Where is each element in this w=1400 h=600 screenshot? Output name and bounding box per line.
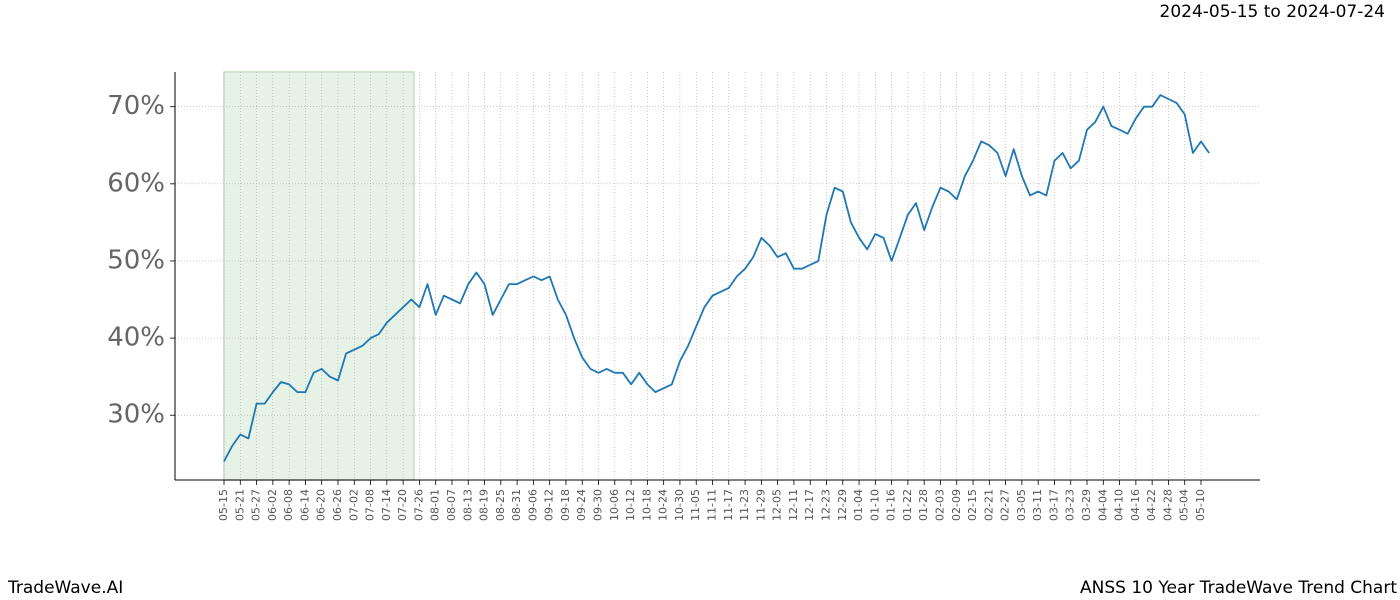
x-tick-label: 12-17	[803, 489, 816, 521]
x-tick-label: 01-28	[917, 489, 930, 521]
x-tick-label: 10-06	[608, 489, 621, 521]
x-tick-label: 01-10	[868, 489, 881, 521]
x-tick-label: 10-12	[624, 489, 637, 521]
x-tick-label: 02-09	[950, 489, 963, 521]
brand: TradeWave.AI	[7, 578, 123, 598]
x-tick-label: 12-23	[819, 489, 832, 521]
x-tick-label: 03-17	[1047, 489, 1060, 521]
x-tick-label: 02-03	[933, 489, 946, 521]
x-tick-label: 12-11	[787, 489, 800, 521]
x-tick-label: 03-11	[1031, 489, 1044, 521]
x-tick-label: 02-27	[999, 489, 1012, 521]
x-tick-label: 06-20	[315, 489, 328, 521]
x-tick-label: 09-12	[543, 489, 556, 521]
x-tick-label: 08-01	[429, 489, 442, 521]
x-tick-label: 03-23	[1064, 489, 1077, 521]
x-tick-label: 04-10	[1113, 489, 1126, 521]
x-tick-label: 11-05	[689, 489, 702, 521]
x-tick-label: 06-08	[282, 489, 295, 521]
x-tick-label: 04-22	[1145, 489, 1158, 521]
x-tick-label: 04-28	[1161, 489, 1174, 521]
x-tick-label: 11-17	[722, 489, 735, 521]
x-tick-label: 08-13	[461, 489, 474, 521]
x-tick-label: 03-29	[1080, 489, 1093, 521]
x-tick-label: 06-02	[266, 489, 279, 521]
y-tick-label: 50%	[107, 245, 165, 275]
x-tick-label: 09-30	[592, 489, 605, 521]
x-tick-label: 02-21	[982, 489, 995, 521]
x-tick-label: 04-16	[1129, 489, 1142, 521]
x-tick-label: 07-26	[412, 489, 425, 521]
x-tick-label: 01-04	[852, 489, 865, 521]
x-tick-label: 05-21	[233, 489, 246, 521]
x-tick-label: 07-20	[396, 489, 409, 521]
x-tick-label: 10-18	[640, 489, 653, 521]
x-tick-label: 07-08	[364, 489, 377, 521]
chart-subtitle: 2024-05-15 to 2024-07-24	[1160, 2, 1385, 22]
x-tick-label: 05-10	[1194, 489, 1207, 521]
x-tick-label: 06-14	[298, 489, 311, 521]
x-tick-label: 08-25	[494, 489, 507, 521]
x-tick-label: 02-15	[966, 489, 979, 521]
x-tick-label: 12-29	[836, 489, 849, 521]
x-tick-label: 03-05	[1015, 489, 1028, 521]
x-tick-label: 09-24	[575, 489, 588, 521]
x-tick-label: 05-27	[250, 489, 263, 521]
y-tick-label: 70%	[107, 91, 165, 121]
x-tick-label: 11-23	[738, 489, 751, 521]
x-tick-label: 09-18	[559, 489, 572, 521]
x-tick-label: 10-24	[657, 489, 670, 521]
x-tick-label: 10-30	[673, 489, 686, 521]
x-tick-label: 09-06	[526, 489, 539, 521]
chart-title: ANSS 10 Year TradeWave Trend Chart	[1080, 578, 1397, 598]
x-tick-label: 08-19	[478, 489, 491, 521]
shaded-range	[223, 71, 415, 481]
x-tick-label: 08-31	[510, 489, 523, 521]
x-tick-label: 07-02	[347, 489, 360, 521]
x-tick-label: 04-04	[1096, 489, 1109, 521]
x-tick-label: 05-04	[1178, 489, 1191, 521]
x-tick-label: 06-26	[331, 489, 344, 521]
x-tick-label: 01-16	[885, 489, 898, 521]
x-tick-label: 01-22	[901, 489, 914, 521]
y-tick-label: 30%	[107, 400, 165, 430]
x-tick-label: 08-07	[445, 489, 458, 521]
x-tick-label: 11-11	[706, 489, 719, 521]
y-tick-label: 60%	[107, 168, 165, 198]
y-tick-label: 40%	[107, 323, 165, 353]
x-tick-label: 12-05	[771, 489, 784, 521]
x-tick-label: 05-15	[217, 489, 230, 521]
x-tick-label: 11-29	[754, 489, 767, 521]
x-tick-label: 07-14	[380, 489, 393, 521]
line	[223, 94, 1210, 462]
